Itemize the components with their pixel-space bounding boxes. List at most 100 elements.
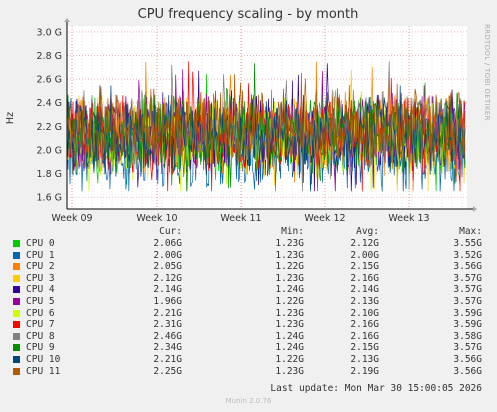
chart-title: CPU frequency scaling - by month	[138, 7, 359, 22]
legend-avg: 2.12G	[350, 238, 379, 249]
legend-avg: 2.13G	[350, 354, 379, 365]
y-tick-label: 1.8 G	[37, 169, 63, 180]
legend-row: CPU 4 2.14G 1.24G 2.14G 3.57G	[0, 284, 497, 295]
axes	[64, 18, 477, 212]
legend-min: 1.24G	[275, 284, 304, 296]
legend-max: 3.57G	[453, 296, 482, 307]
legend-header-max: Max:	[459, 226, 482, 237]
legend-row: CPU 7 2.31G 1.23G 2.16G 3.59G	[0, 319, 497, 330]
legend-swatch	[13, 309, 20, 317]
legend-avg: 2.16G	[350, 330, 379, 342]
legend-row: CPU 0 2.06G 1.23G 2.12G 3.55G	[0, 238, 497, 249]
legend-max: 3.57G	[453, 284, 482, 296]
legend-row: CPU 5 1.96G 1.22G 2.13G 3.57G	[0, 296, 497, 307]
legend-name: CPU 9	[26, 342, 55, 354]
munin-version: Munin 2.0.76	[225, 397, 272, 405]
legend-cur: 2.34G	[153, 342, 182, 354]
legend-avg: 2.16G	[350, 319, 379, 331]
legend-cur: 2.21G	[153, 354, 182, 365]
x-tick-label: Week 13	[388, 213, 429, 224]
y-tick-label: 2.2 G	[37, 122, 63, 133]
legend-swatch	[13, 240, 20, 247]
legend-avg: 2.00G	[350, 249, 379, 261]
legend-name: CPU 8	[26, 330, 55, 342]
legend-cur: 2.25G	[153, 365, 182, 377]
x-tick-label: Week 12	[304, 213, 345, 224]
legend-avg: 2.14G	[350, 284, 379, 296]
legend-min: 1.24G	[275, 330, 304, 342]
y-axis-arrow	[64, 18, 70, 22]
legend-swatch	[13, 251, 20, 259]
legend-swatch	[13, 274, 20, 282]
legend-cur: 2.21G	[153, 307, 182, 319]
legend-swatch	[13, 286, 20, 294]
legend-row: CPU 11 2.25G 1.23G 2.19G 3.56G	[0, 366, 497, 377]
legend-min: 1.23G	[275, 249, 304, 261]
legend-min: 1.22G	[275, 296, 304, 307]
legend-min: 1.23G	[275, 319, 304, 331]
legend-name: CPU 6	[26, 307, 55, 319]
legend-swatch	[13, 367, 20, 375]
legend-swatch	[13, 344, 20, 352]
legend-max: 3.56G	[453, 365, 482, 377]
legend-cur: 1.96G	[153, 296, 182, 307]
legend-max: 3.52G	[453, 249, 482, 261]
legend-row: CPU 3 2.12G 1.23G 2.16G 3.57G	[0, 273, 497, 284]
y-tick-labels: 1.6 G 1.8 G 2.0 G 2.2 G 2.4 G 2.6 G 2.8 G 3.0 G	[37, 27, 63, 203]
legend-avg: 2.19G	[350, 365, 379, 377]
legend-max: 3.59G	[453, 319, 482, 331]
legend-name: CPU 5	[26, 296, 55, 307]
legend-swatch	[13, 321, 20, 329]
legend-max: 3.59G	[453, 307, 482, 319]
legend-max: 3.58G	[453, 330, 482, 342]
legend-min: 1.22G	[275, 261, 304, 273]
legend-cur: 2.05G	[153, 261, 182, 273]
legend-min: 1.23G	[275, 238, 304, 249]
legend-header-min: Min:	[281, 226, 304, 237]
legend-cur: 2.46G	[153, 330, 182, 342]
legend-name: CPU 3	[26, 272, 55, 284]
legend-swatch	[13, 298, 20, 305]
legend-max: 3.57G	[453, 342, 482, 354]
legend-min: 1.23G	[275, 365, 304, 377]
legend-name: CPU 10	[26, 354, 61, 365]
series-line-cpu-11	[66, 72, 466, 192]
legend-header-avg: Avg:	[356, 226, 379, 237]
legend-row: CPU 6 2.21G 1.23G 2.10G 3.59G	[0, 308, 497, 319]
y-tick-label: 2.6 G	[37, 75, 63, 86]
x-tick-label: Week 11	[220, 213, 261, 224]
legend-row: CPU 8 2.46G 1.24G 2.16G 3.58G	[0, 331, 497, 342]
legend-cur: 2.14G	[153, 284, 182, 296]
x-tick-label: Week 10	[136, 213, 177, 224]
legend-cur: 2.12G	[153, 272, 182, 284]
legend-header: Cur: Min: Avg: Max:	[0, 226, 497, 237]
legend-swatch	[13, 332, 20, 340]
legend-row: CPU 10 2.21G 1.22G 2.13G 3.56G	[0, 354, 497, 365]
y-tick-label: 2.4 G	[37, 98, 63, 109]
legend-name: CPU 4	[26, 284, 55, 296]
legend-row: CPU 1 2.00G 1.23G 2.00G 3.52G	[0, 250, 497, 261]
legend-min: 1.22G	[275, 354, 304, 365]
legend-name: CPU 1	[26, 249, 55, 261]
legend-name: CPU 7	[26, 319, 55, 331]
legend-min: 1.24G	[275, 342, 304, 354]
y-tick-label: 2.0 G	[37, 145, 63, 156]
legend-avg: 2.10G	[350, 307, 379, 319]
legend-row: CPU 2 2.05G 1.22G 2.15G 3.56G	[0, 261, 497, 272]
legend-cur: 2.00G	[153, 249, 182, 261]
x-tick-label: Week 09	[51, 213, 92, 224]
legend-cur: 2.31G	[153, 319, 182, 331]
legend-header-cur: Cur:	[159, 226, 182, 237]
legend-swatch	[13, 263, 20, 271]
legend-avg: 2.15G	[350, 261, 379, 273]
y-tick-label: 2.8 G	[37, 51, 63, 62]
y-tick-label: 3.0 G	[37, 27, 63, 38]
legend-min: 1.23G	[275, 272, 304, 284]
legend-max: 3.56G	[453, 354, 482, 365]
legend-avg: 2.15G	[350, 342, 379, 354]
y-axis-label: Hz	[5, 112, 16, 124]
legend-max: 3.57G	[453, 272, 482, 284]
legend-min: 1.23G	[275, 307, 304, 319]
legend-name: CPU 11	[26, 365, 61, 377]
legend-max: 3.56G	[453, 261, 482, 273]
